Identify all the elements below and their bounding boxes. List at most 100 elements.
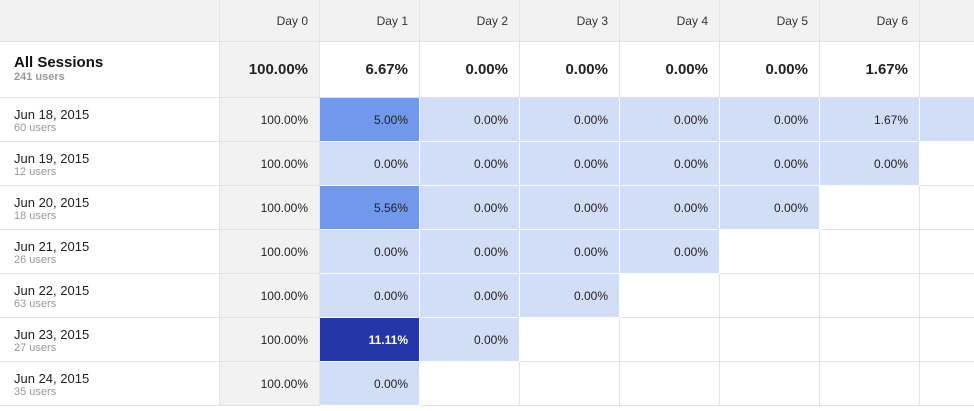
empty-cell — [520, 318, 620, 362]
empty-cell — [620, 318, 720, 362]
cohort-user-count: 60 users — [14, 122, 57, 134]
retention-cell[interactable]: 0.00% — [720, 186, 820, 230]
empty-cell — [820, 274, 920, 318]
empty-cell — [720, 230, 820, 274]
cohort-date: Jun 21, 2015 — [14, 239, 90, 254]
empty-cell — [920, 318, 974, 362]
segment-user-count: 241 users — [14, 71, 65, 83]
retention-cell[interactable]: 5.56% — [320, 186, 420, 230]
column-header-overflow — [920, 0, 974, 42]
totals-value-day-6: 1.67% — [820, 42, 920, 98]
retention-cell[interactable]: 0.00% — [420, 98, 520, 142]
retention-cell[interactable]: 100.00% — [220, 230, 320, 274]
cohort-label-cell: Jun 21, 2015 26 users — [0, 230, 220, 274]
table-row: Jun 23, 2015 27 users 100.00% 11.11% 0.0… — [0, 318, 974, 362]
empty-cell — [820, 318, 920, 362]
totals-value-day-2: 0.00% — [420, 42, 520, 98]
retention-cell[interactable]: 0.00% — [520, 186, 620, 230]
table-row: Jun 22, 2015 63 users 100.00% 0.00% 0.00… — [0, 274, 974, 318]
retention-cell[interactable]: 0.00% — [320, 274, 420, 318]
cohort-date: Jun 18, 2015 — [14, 107, 90, 122]
cohort-label-cell: Jun 19, 2015 12 users — [0, 142, 220, 186]
retention-cell[interactable]: 0.00% — [320, 362, 420, 406]
retention-cell[interactable]: 0.00% — [620, 98, 720, 142]
retention-cell[interactable]: 0.00% — [620, 142, 720, 186]
table-row: Jun 18, 2015 60 users 100.00% 5.00% 0.00… — [0, 98, 974, 142]
retention-cell[interactable]: 100.00% — [220, 142, 320, 186]
empty-cell — [920, 186, 974, 230]
column-header-day-3[interactable]: Day 3 — [520, 0, 620, 42]
column-header-day-0[interactable]: Day 0 — [220, 0, 320, 42]
header-corner — [0, 0, 220, 42]
retention-cell[interactable]: 0.00% — [720, 142, 820, 186]
column-header-day-5[interactable]: Day 5 — [720, 0, 820, 42]
totals-row: All Sessions 241 users 100.00% 6.67% 0.0… — [0, 42, 974, 98]
retention-cell[interactable]: 1.67% — [820, 98, 920, 142]
totals-label-cell: All Sessions 241 users — [0, 42, 220, 98]
cohort-date: Jun 19, 2015 — [14, 151, 90, 166]
totals-value-day-1: 6.67% — [320, 42, 420, 98]
totals-value-day-4: 0.00% — [620, 42, 720, 98]
table-row: Jun 21, 2015 26 users 100.00% 0.00% 0.00… — [0, 230, 974, 274]
retention-cell[interactable]: 5.00% — [320, 98, 420, 142]
totals-overflow — [920, 42, 974, 98]
cohort-date: Jun 23, 2015 — [14, 327, 90, 342]
retention-cell-overflow — [920, 98, 974, 142]
cohort-label-cell: Jun 22, 2015 63 users — [0, 274, 220, 318]
retention-cell[interactable]: 0.00% — [320, 230, 420, 274]
cohort-label-cell: Jun 24, 2015 35 users — [0, 362, 220, 406]
retention-cell[interactable]: 0.00% — [520, 142, 620, 186]
table-row: Jun 24, 2015 35 users 100.00% 0.00% — [0, 362, 974, 406]
cohort-label-cell: Jun 23, 2015 27 users — [0, 318, 220, 362]
retention-cell[interactable]: 100.00% — [220, 186, 320, 230]
retention-cell[interactable]: 0.00% — [420, 274, 520, 318]
column-header-day-4[interactable]: Day 4 — [620, 0, 720, 42]
retention-cell[interactable]: 0.00% — [720, 98, 820, 142]
retention-cell[interactable]: 0.00% — [320, 142, 420, 186]
column-header-day-2[interactable]: Day 2 — [420, 0, 520, 42]
segment-name: All Sessions — [14, 54, 104, 71]
empty-cell — [920, 142, 974, 186]
cohort-user-count: 35 users — [14, 386, 57, 398]
column-header-day-6[interactable]: Day 6 — [820, 0, 920, 42]
retention-cell[interactable]: 0.00% — [820, 142, 920, 186]
empty-cell — [420, 362, 520, 406]
empty-cell — [920, 362, 974, 406]
empty-cell — [520, 362, 620, 406]
retention-cell[interactable]: 0.00% — [520, 98, 620, 142]
retention-cell[interactable]: 0.00% — [620, 230, 720, 274]
empty-cell — [720, 318, 820, 362]
retention-cell[interactable]: 0.00% — [520, 274, 620, 318]
retention-cell[interactable]: 0.00% — [420, 318, 520, 362]
cohort-user-count: 27 users — [14, 342, 57, 354]
retention-cell[interactable]: 0.00% — [420, 230, 520, 274]
retention-cell[interactable]: 100.00% — [220, 318, 320, 362]
table-header-row: Day 0 Day 1 Day 2 Day 3 Day 4 Day 5 Day … — [0, 0, 974, 42]
retention-cell[interactable]: 0.00% — [420, 186, 520, 230]
empty-cell — [720, 362, 820, 406]
totals-value-day-0: 100.00% — [220, 42, 320, 98]
empty-cell — [620, 362, 720, 406]
table-row: Jun 19, 2015 12 users 100.00% 0.00% 0.00… — [0, 142, 974, 186]
totals-value-day-3: 0.00% — [520, 42, 620, 98]
retention-cell[interactable]: 100.00% — [220, 362, 320, 406]
retention-cell[interactable]: 11.11% — [320, 318, 420, 362]
retention-cell[interactable]: 100.00% — [220, 274, 320, 318]
empty-cell — [820, 230, 920, 274]
cohort-user-count: 26 users — [14, 254, 57, 266]
empty-cell — [920, 274, 974, 318]
retention-cell[interactable]: 100.00% — [220, 98, 320, 142]
empty-cell — [720, 274, 820, 318]
cohort-user-count: 12 users — [14, 166, 57, 178]
empty-cell — [820, 186, 920, 230]
retention-cell[interactable]: 0.00% — [420, 142, 520, 186]
retention-cell[interactable]: 0.00% — [620, 186, 720, 230]
column-header-day-1[interactable]: Day 1 — [320, 0, 420, 42]
totals-value-day-5: 0.00% — [720, 42, 820, 98]
cohort-user-count: 18 users — [14, 210, 57, 222]
empty-cell — [920, 230, 974, 274]
retention-cell[interactable]: 0.00% — [520, 230, 620, 274]
empty-cell — [820, 362, 920, 406]
cohort-label-cell: Jun 20, 2015 18 users — [0, 186, 220, 230]
